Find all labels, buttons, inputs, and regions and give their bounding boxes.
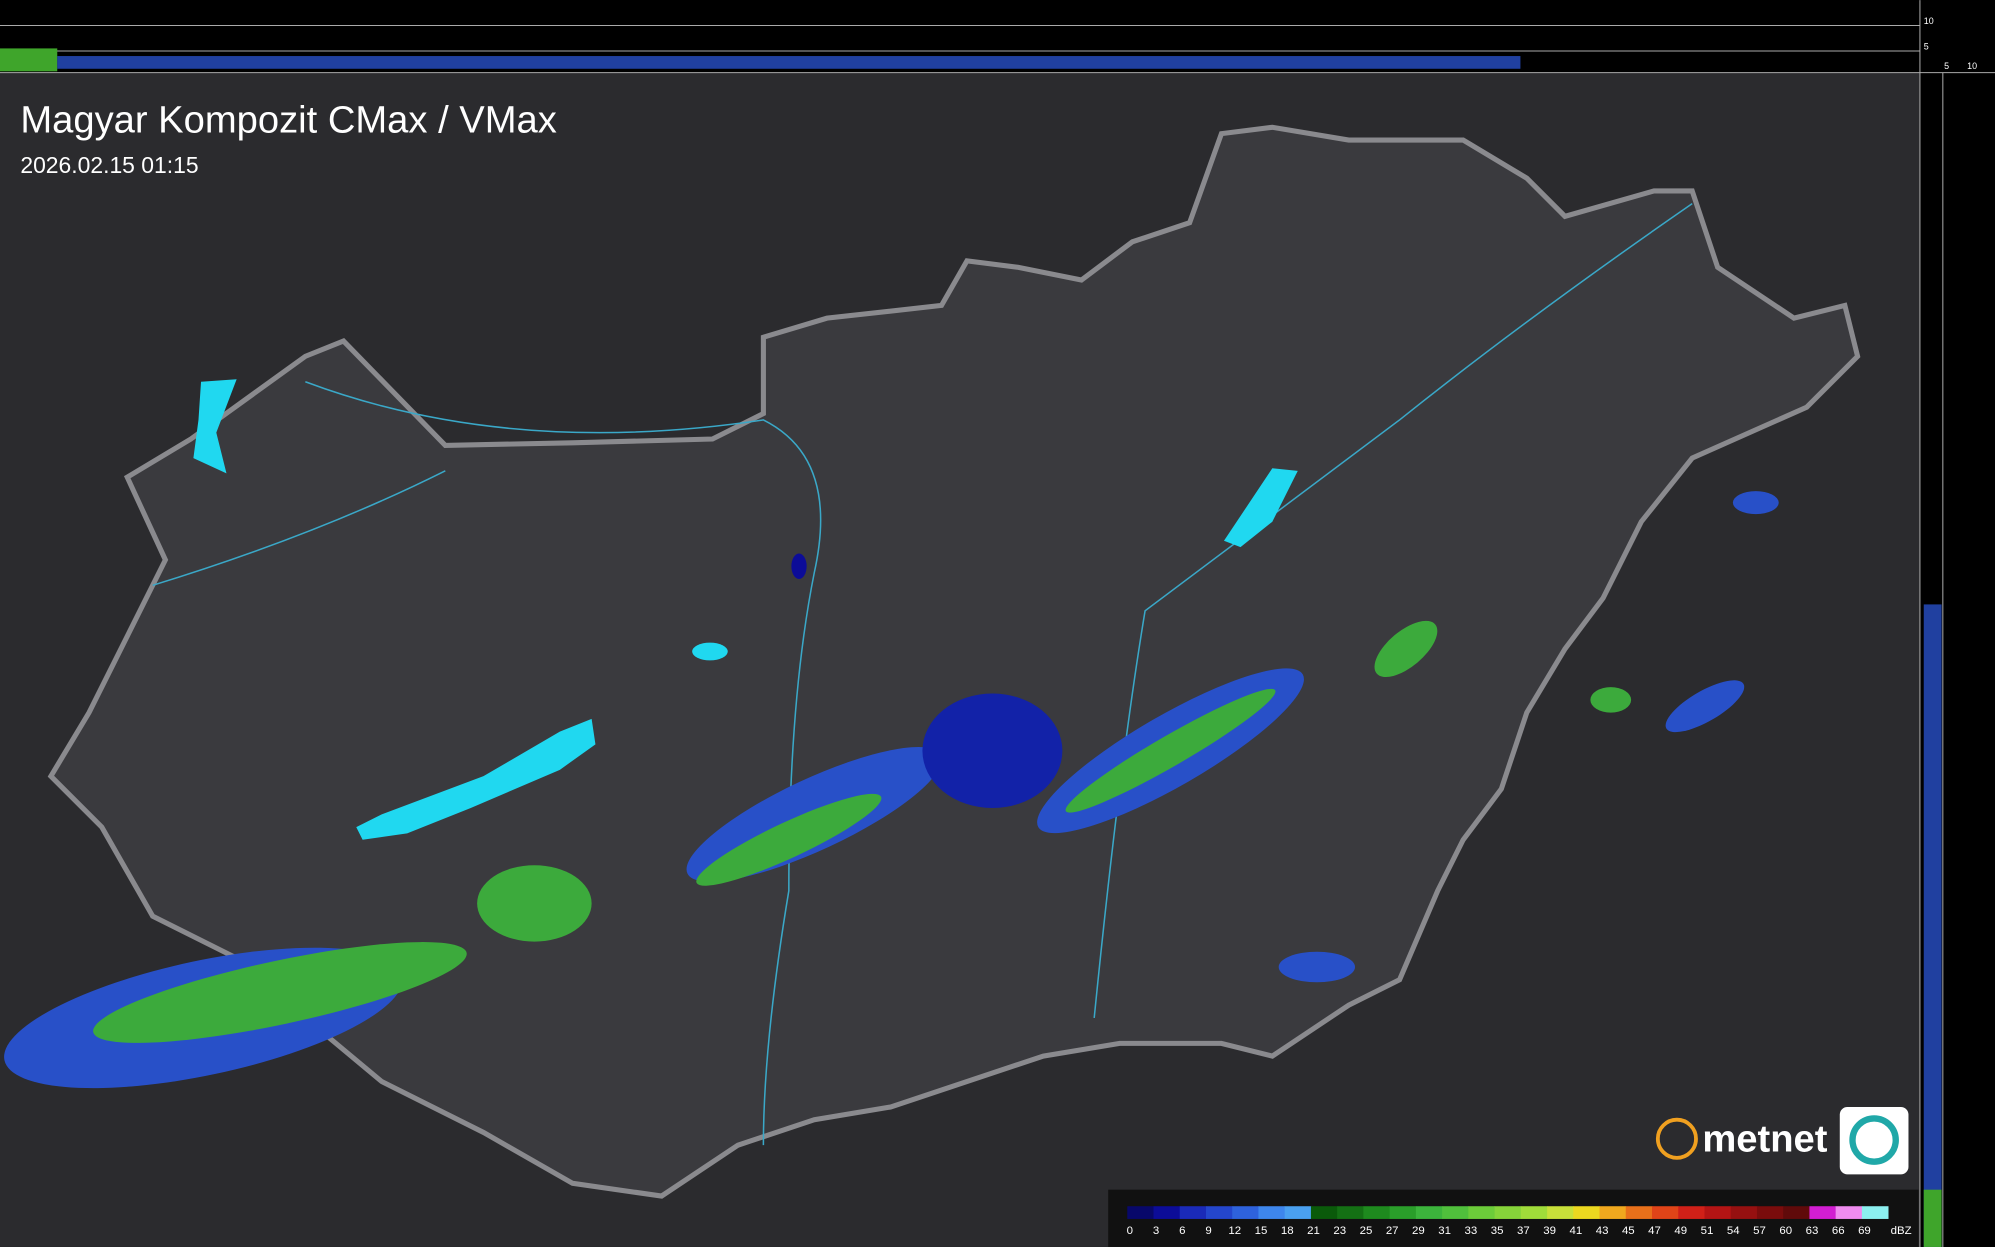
legend-swatch: [1704, 1206, 1732, 1219]
legend-swatch: [1415, 1206, 1443, 1219]
echoes: [4, 491, 1779, 1089]
lake: [356, 718, 596, 840]
echo: [1374, 620, 1438, 678]
echo: [93, 942, 467, 1043]
side-tick-label: 5: [1944, 61, 1949, 71]
legend-label: 25: [1360, 1225, 1373, 1237]
legend-label: 49: [1674, 1225, 1687, 1237]
side-tick-label: 5: [1924, 42, 1929, 52]
river: [152, 470, 446, 587]
legend-label: 47: [1648, 1225, 1661, 1237]
legend-swatch: [1258, 1206, 1286, 1219]
legend-swatch: [1494, 1206, 1522, 1219]
legend-label: 3: [1153, 1225, 1159, 1237]
echo: [1732, 491, 1779, 515]
legend-swatch: [1783, 1206, 1810, 1219]
strip-echo: [1923, 1189, 1942, 1247]
legend-swatch: [1809, 1206, 1837, 1219]
legend-label: 63: [1806, 1225, 1819, 1237]
echo: [1278, 951, 1356, 983]
echo: [1065, 688, 1276, 813]
legend-swatch: [1127, 1206, 1154, 1219]
legend-label: 37: [1517, 1225, 1530, 1237]
legend-label: 43: [1596, 1225, 1609, 1237]
echo: [922, 693, 1063, 808]
legend-swatch: [1599, 1206, 1627, 1219]
legend-swatch: [1310, 1206, 1338, 1219]
legend-label: 60: [1779, 1225, 1792, 1237]
legend-swatch: [1363, 1206, 1391, 1219]
side-tick-label: 10: [1967, 61, 1977, 71]
legend-label: 27: [1386, 1225, 1399, 1237]
legend-label: 66: [1832, 1225, 1845, 1237]
legend-unit: dBZ: [1891, 1225, 1912, 1237]
legend-label: 0: [1127, 1225, 1133, 1237]
legend-label: 41: [1569, 1225, 1582, 1237]
logo-swirl: [1849, 1115, 1899, 1165]
legend-label: 39: [1543, 1225, 1556, 1237]
logo: metnet: [1655, 1106, 1909, 1175]
map-title: Magyar Kompozit CMax / VMax: [20, 98, 556, 141]
legend-swatch: [1625, 1206, 1653, 1219]
side-axis: 10 5 5 10: [1924, 16, 1977, 71]
legend-label: 33: [1465, 1225, 1478, 1237]
timestamp: 2026.02.15 01:15: [20, 152, 198, 178]
legend-swatch: [1651, 1206, 1679, 1219]
lake: [193, 379, 237, 474]
echo: [696, 793, 882, 886]
legend-label: 23: [1333, 1225, 1346, 1237]
legend-label: 9: [1205, 1225, 1211, 1237]
legend-label: 15: [1255, 1225, 1268, 1237]
legend-swatch: [1337, 1206, 1364, 1219]
legend-swatch: [1153, 1206, 1181, 1219]
echo: [791, 553, 807, 579]
echo: [1665, 680, 1745, 733]
logo-sun: [1655, 1117, 1698, 1160]
legend-label: 45: [1622, 1225, 1635, 1237]
legend-swatch: [1284, 1206, 1312, 1219]
legend: 0 3 6 9 12 15 18 21 23 25 27 29 31 33 35 37 39 41 43 45 47 49…: [1127, 1206, 1912, 1237]
strip-echo: [0, 48, 58, 72]
logo-text: metnet: [1702, 1118, 1827, 1161]
echo: [1590, 687, 1632, 713]
legend-swatch: [1442, 1206, 1469, 1219]
legend-label: 6: [1179, 1225, 1185, 1237]
strip-echo: [1923, 604, 1942, 1247]
legend-swatch: [1730, 1206, 1758, 1219]
legend-swatch: [1205, 1206, 1233, 1219]
legend-label: 54: [1727, 1225, 1740, 1237]
legend-swatch: [1835, 1206, 1863, 1219]
legend-label: 31: [1438, 1225, 1451, 1237]
legend-swatch: [1468, 1206, 1495, 1219]
legend-label: 57: [1753, 1225, 1766, 1237]
legend-label: 12: [1228, 1225, 1241, 1237]
legend-swatch: [1678, 1206, 1705, 1219]
echo: [477, 865, 592, 942]
legend-swatch: [1573, 1206, 1600, 1219]
legend-label: 51: [1701, 1225, 1714, 1237]
lakes: [193, 379, 1298, 840]
lake: [1223, 468, 1298, 548]
strip-echo: [57, 56, 1521, 69]
legend-label: 18: [1281, 1225, 1294, 1237]
legend-swatch: [1232, 1206, 1259, 1219]
legend-swatch: [1389, 1206, 1417, 1219]
legend-swatch: [1179, 1206, 1207, 1219]
lake: [692, 642, 728, 661]
river: [305, 381, 822, 1146]
side-tick-label: 10: [1924, 16, 1934, 26]
legend-swatch: [1756, 1206, 1784, 1219]
legend-label: 21: [1307, 1225, 1320, 1237]
legend-label: 69: [1858, 1225, 1871, 1237]
legend-swatch: [1520, 1206, 1548, 1219]
legend-swatch: [1861, 1206, 1889, 1219]
legend-swatch: [1547, 1206, 1574, 1219]
legend-label: 29: [1412, 1225, 1425, 1237]
legend-label: 35: [1491, 1225, 1504, 1237]
